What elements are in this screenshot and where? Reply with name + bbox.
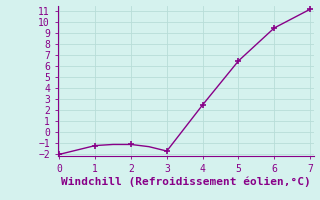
X-axis label: Windchill (Refroidissement éolien,°C): Windchill (Refroidissement éolien,°C): [61, 176, 310, 187]
